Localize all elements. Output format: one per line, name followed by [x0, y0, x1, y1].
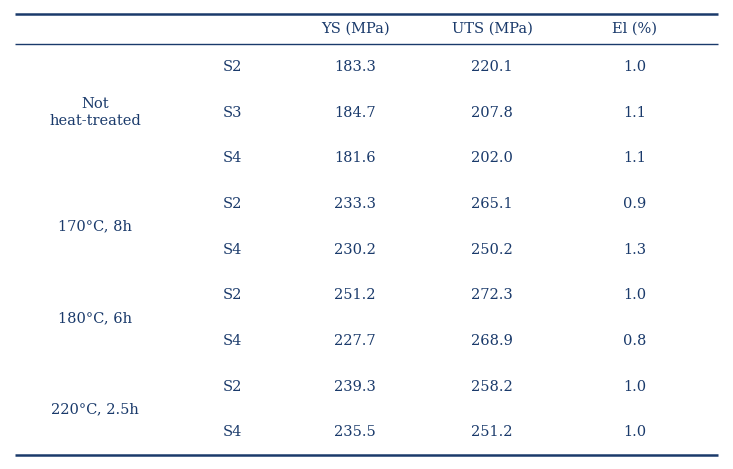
Text: 1.0: 1.0	[624, 379, 647, 393]
Text: YS (MPa): YS (MPa)	[321, 22, 389, 36]
Text: 1.3: 1.3	[624, 242, 647, 257]
Text: 250.2: 250.2	[471, 242, 513, 257]
Text: 184.7: 184.7	[334, 106, 376, 120]
Text: 1.0: 1.0	[624, 425, 647, 439]
Text: S2: S2	[222, 197, 242, 211]
Text: 227.7: 227.7	[334, 334, 376, 348]
Text: 183.3: 183.3	[334, 60, 376, 74]
Text: S4: S4	[222, 242, 242, 257]
Text: S2: S2	[222, 288, 242, 302]
Text: S2: S2	[222, 379, 242, 393]
Text: 202.0: 202.0	[471, 151, 513, 165]
Text: UTS (MPa): UTS (MPa)	[452, 22, 532, 36]
Text: 181.6: 181.6	[334, 151, 376, 165]
Text: Not
heat-treated: Not heat-treated	[49, 98, 141, 128]
Text: 220°C, 2.5h: 220°C, 2.5h	[51, 402, 139, 416]
Text: S4: S4	[222, 334, 242, 348]
Text: 1.0: 1.0	[624, 288, 647, 302]
Text: 268.9: 268.9	[471, 334, 513, 348]
Text: S4: S4	[222, 425, 242, 439]
Text: 233.3: 233.3	[334, 197, 376, 211]
Text: 251.2: 251.2	[334, 288, 376, 302]
Text: 230.2: 230.2	[334, 242, 376, 257]
Text: 1.1: 1.1	[624, 151, 647, 165]
Text: S2: S2	[222, 60, 242, 74]
Text: 239.3: 239.3	[334, 379, 376, 393]
Text: 220.1: 220.1	[471, 60, 513, 74]
Text: 207.8: 207.8	[471, 106, 513, 120]
Text: 265.1: 265.1	[471, 197, 513, 211]
Text: 258.2: 258.2	[471, 379, 513, 393]
Text: 170°C, 8h: 170°C, 8h	[58, 219, 132, 234]
Text: El (%): El (%)	[613, 22, 658, 36]
Text: 0.8: 0.8	[623, 334, 647, 348]
Text: 235.5: 235.5	[334, 425, 376, 439]
Text: 1.0: 1.0	[624, 60, 647, 74]
Text: S4: S4	[222, 151, 242, 165]
Text: 1.1: 1.1	[624, 106, 647, 120]
Text: 180°C, 6h: 180°C, 6h	[58, 311, 132, 325]
Text: S3: S3	[222, 106, 242, 120]
Text: 251.2: 251.2	[471, 425, 513, 439]
Text: 272.3: 272.3	[471, 288, 513, 302]
Text: 0.9: 0.9	[623, 197, 647, 211]
